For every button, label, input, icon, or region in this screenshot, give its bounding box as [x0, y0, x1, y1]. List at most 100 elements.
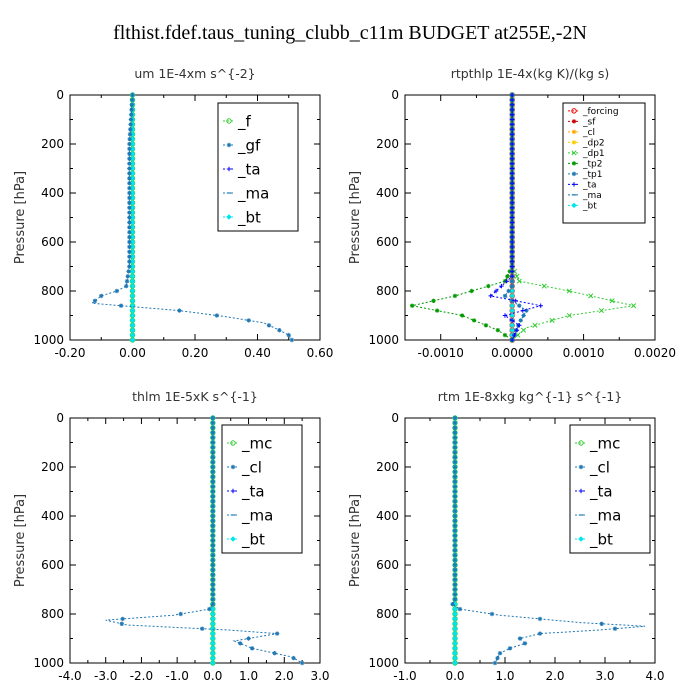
legend-item: _tp2 — [568, 160, 602, 170]
data-point — [129, 112, 134, 117]
data-point — [210, 440, 216, 445]
data-point — [210, 562, 216, 568]
data-point — [210, 513, 216, 519]
data-point — [509, 176, 515, 181]
legend-item: _ta — [227, 482, 265, 501]
x-tick-label: 0.60 — [307, 346, 334, 360]
data-point — [127, 161, 132, 166]
data-point — [509, 161, 515, 166]
legend-label: _cl — [589, 458, 610, 477]
y-tick-label: 600 — [41, 235, 64, 249]
data-point — [210, 504, 216, 509]
legend-item: _cl — [568, 128, 595, 138]
legend-label: _tp1 — [582, 170, 602, 180]
y-tick-label: 0 — [391, 88, 399, 102]
data-point — [119, 621, 124, 626]
data-point — [431, 298, 436, 303]
data-point — [452, 459, 458, 465]
data-point — [127, 185, 132, 191]
data-point — [509, 210, 515, 215]
data-point — [509, 112, 515, 117]
data-point — [509, 156, 515, 161]
legend-label: _bt — [241, 530, 265, 549]
data-point — [272, 651, 277, 656]
data-point — [210, 420, 216, 426]
legend-label: _cl — [241, 458, 262, 477]
data-point — [127, 141, 132, 147]
y-tick-label: 0 — [56, 411, 64, 425]
data-point — [492, 660, 498, 666]
data-point — [509, 92, 515, 98]
data-point — [509, 195, 515, 201]
y-tick-label: 400 — [41, 186, 64, 200]
data-point — [509, 136, 515, 142]
data-point — [210, 445, 216, 450]
data-point — [609, 298, 615, 304]
data-point — [509, 107, 515, 112]
data-point — [509, 166, 515, 171]
legend-label: _ta — [241, 482, 265, 501]
data-point — [509, 279, 515, 284]
legend-label: _ta — [582, 181, 597, 191]
y-tick-label: 1000 — [33, 656, 64, 670]
legend: _mc _cl _ta _ma _bt — [569, 424, 651, 554]
y-axis-label: Pressure [hPa] — [13, 171, 28, 264]
data-point — [538, 303, 543, 308]
y-axis-label: Pressure [hPa] — [348, 494, 363, 587]
y-tick-label: 600 — [376, 558, 399, 572]
data-point — [509, 274, 515, 279]
data-point — [127, 195, 132, 201]
data-point — [210, 577, 216, 582]
data-point — [509, 215, 515, 220]
data-point — [178, 611, 183, 617]
x-tick-label: 3.0 — [595, 669, 614, 683]
data-point — [127, 176, 132, 181]
data-point — [578, 440, 584, 446]
data-point — [130, 92, 135, 98]
data-point — [532, 322, 538, 328]
data-point — [452, 572, 458, 577]
data-point — [509, 269, 515, 274]
data-point — [127, 230, 132, 235]
legend-item: _dp2 — [568, 139, 605, 149]
data-point — [452, 425, 458, 430]
data-point — [210, 508, 216, 514]
data-point — [509, 200, 515, 205]
x-tick-label: 1.0 — [495, 669, 514, 683]
legend-label: _ta — [237, 160, 261, 179]
data-point — [578, 488, 584, 494]
data-point — [509, 181, 515, 186]
series-cl — [450, 415, 646, 666]
legend-item: _ta — [223, 160, 261, 179]
legend-item: _bt — [568, 202, 597, 212]
legend-box — [217, 102, 299, 232]
x-tick-label: 0.0 — [445, 669, 464, 683]
y-tick-label: 1000 — [368, 656, 399, 670]
data-point — [127, 171, 132, 176]
data-point — [509, 97, 515, 103]
data-point — [127, 136, 132, 142]
data-point — [452, 450, 458, 455]
data-point — [120, 616, 125, 622]
data-point — [452, 538, 458, 543]
data-point — [128, 122, 133, 127]
data-point — [210, 533, 216, 538]
legend-label: _ma — [241, 506, 273, 525]
legend-label: _bt — [582, 202, 597, 212]
data-point — [520, 308, 526, 313]
data-point — [571, 140, 577, 145]
data-point — [124, 283, 129, 289]
x-tick-label: -4.0 — [58, 669, 81, 683]
data-point — [452, 435, 458, 440]
chart-panel: rtm 1E-8xkg kg^{-1} s^{-1} Pressure [hPa]… — [348, 389, 665, 683]
x-tick-label: -3.0 — [94, 669, 117, 683]
data-point — [274, 631, 280, 636]
data-point — [129, 337, 136, 343]
data-point — [226, 214, 232, 220]
y-tick-label: 1000 — [368, 333, 399, 347]
data-point — [509, 225, 515, 230]
data-point — [210, 464, 216, 470]
data-point — [210, 518, 216, 524]
series-tp2 — [409, 92, 515, 343]
data-point — [452, 518, 458, 524]
